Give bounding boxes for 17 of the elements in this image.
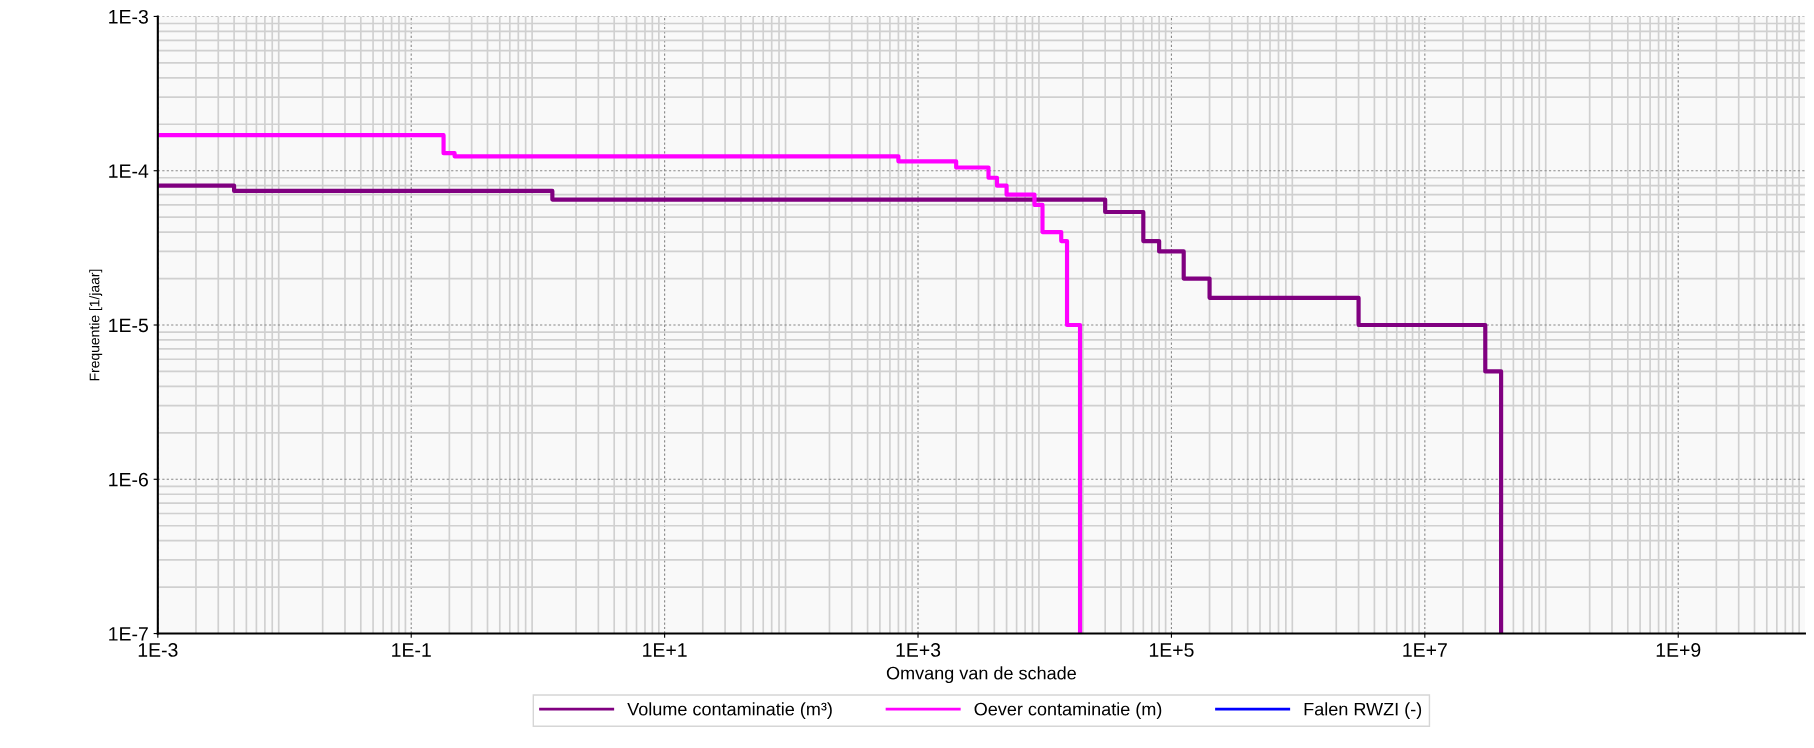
y-tick-label: 1E-6 [109,472,148,487]
y-tick-label: 1E-7 [109,627,148,641]
x-tick-label: 1E-3 [138,643,178,657]
y-tick-label: 1E-3 [109,9,148,24]
x-tick-label: 1E+5 [1149,643,1194,657]
y-axis-title: Frequentie [1/jaar] [89,269,103,381]
legend-label: Volume contaminatie (m³) [627,702,832,720]
x-tick-label: 1E+1 [643,643,687,657]
x-axis-title: Omvang van de schade [886,666,1076,684]
x-tick-label: 1E+9 [1656,643,1701,657]
legend-label: Oever contaminatie (m) [974,702,1162,720]
x-tick-label: 1E-1 [392,643,431,657]
x-tick-label: 1E+3 [896,643,941,657]
y-tick-label: 1E-5 [109,318,148,333]
x-tick-label: 1E+7 [1403,643,1447,657]
y-tick-label: 1E-4 [109,164,149,178]
legend-label: Falen RWZI (-) [1304,702,1422,720]
